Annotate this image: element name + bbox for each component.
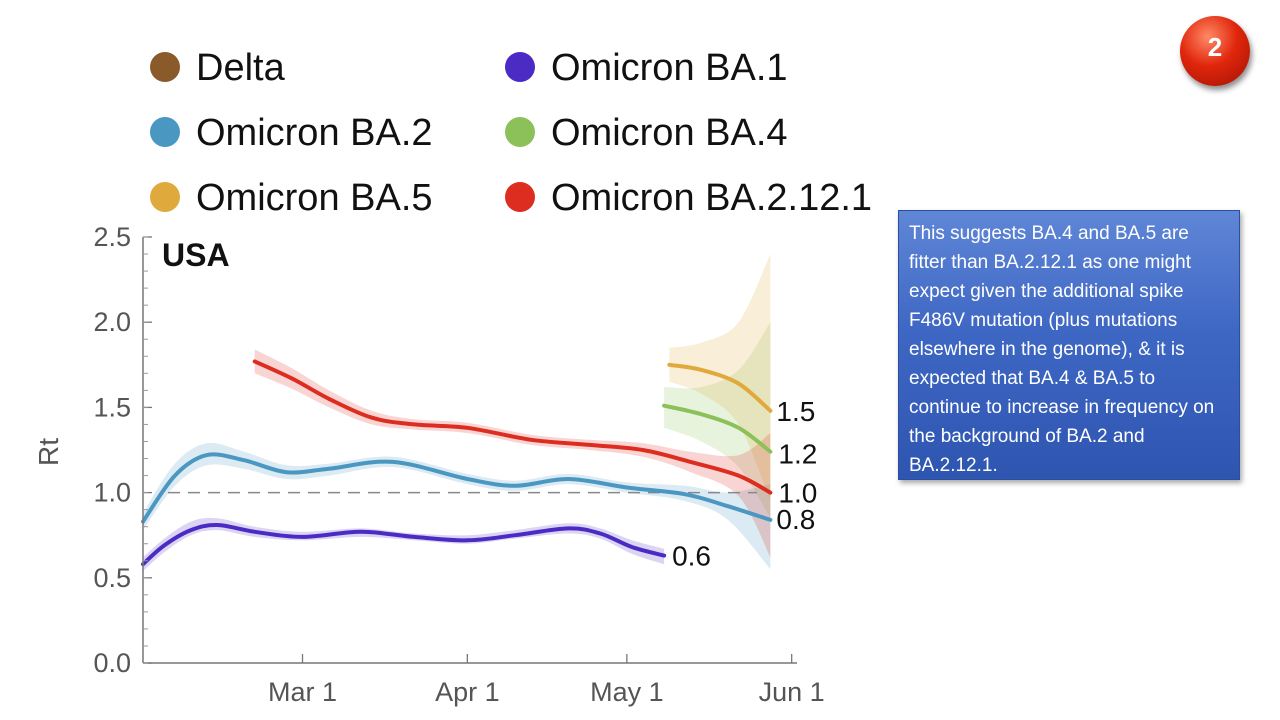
line-omicron-ba-4 [662,403,773,454]
y-tick-label: 2.0 [93,307,131,337]
line-omicron-ba-1 [141,522,667,567]
legend-swatch-omicron-ba-5 [150,182,180,212]
x-tick-label: Mar 1 [268,677,337,707]
line-omicron-ba-2-12-1 [252,359,773,495]
legend-label-omicron-ba-1: Omicron BA.1 [551,47,788,89]
end-label-omicron-ba-5: 1.5 [776,396,815,427]
legend-swatch-omicron-ba-2-12-1 [505,182,535,212]
slide-number-badge: 2 [1180,16,1250,86]
series-lines [141,359,773,567]
legend-label-omicron-ba-2: Omicron BA.2 [196,112,433,154]
axes: 0.0 0.5 1.0 1.5 2.0 2.5 Mar 1 Apr 1 May 1 Jun 1 [93,222,824,707]
band-omicron-ba-2 [143,442,771,570]
y-tick-label: 1.0 [93,478,131,508]
y-tick-label: 0.0 [93,648,131,678]
legend-swatch-omicron-ba-4 [505,117,535,147]
y-axis-title: Rt [33,438,64,466]
annotation-note: This suggests BA.4 and BA.5 are fitter t… [898,210,1240,480]
region-label: USA [162,237,230,273]
legend-item-omicron-ba-2: Omicron BA.2 [150,112,433,154]
x-tick-label: Jun 1 [759,677,825,707]
rt-line-chart: Delta Omicron BA.1 Omicron BA.2 Omicron BA.… [33,47,872,707]
y-tick-label: 2.5 [93,222,131,252]
legend: Delta Omicron BA.1 Omicron BA.2 Omicron BA.… [150,47,872,219]
band-omicron-ba-2-12-1 [254,349,771,558]
legend-label-omicron-ba-5: Omicron BA.5 [196,177,433,219]
end-labels: 0.6 0.8 1.2 1.5 1.0 [672,396,817,572]
legend-item-omicron-ba-5: Omicron BA.5 [150,177,433,219]
legend-item-omicron-ba-1: Omicron BA.1 [505,47,788,89]
line-omicron-ba-2 [141,452,773,524]
x-tick-label: Apr 1 [435,677,500,707]
legend-label-omicron-ba-2-12-1: Omicron BA.2.12.1 [551,177,872,219]
y-tick-label: 1.5 [93,392,131,422]
legend-swatch-omicron-ba-2 [150,117,180,147]
end-label-omicron-ba-2: 0.8 [776,504,815,535]
x-tick-label: May 1 [590,677,664,707]
end-label-omicron-ba-4: 1.2 [778,439,817,470]
legend-label-omicron-ba-4: Omicron BA.4 [551,112,788,154]
y-tick-label: 0.5 [93,563,131,593]
legend-item-omicron-ba-4: Omicron BA.4 [505,112,788,154]
line-omicron-ba-5 [667,362,773,413]
legend-item-omicron-ba-2-12-1: Omicron BA.2.12.1 [505,177,872,219]
legend-item-delta: Delta [150,47,286,89]
legend-swatch-delta [150,52,180,82]
slide-number: 2 [1207,31,1223,62]
end-label-omicron-ba-2-12-1: 1.0 [778,478,817,509]
legend-label-delta: Delta [196,47,286,89]
confidence-bands [143,254,771,571]
legend-swatch-omicron-ba-1 [505,52,535,82]
end-label-omicron-ba-1: 0.6 [672,541,711,572]
